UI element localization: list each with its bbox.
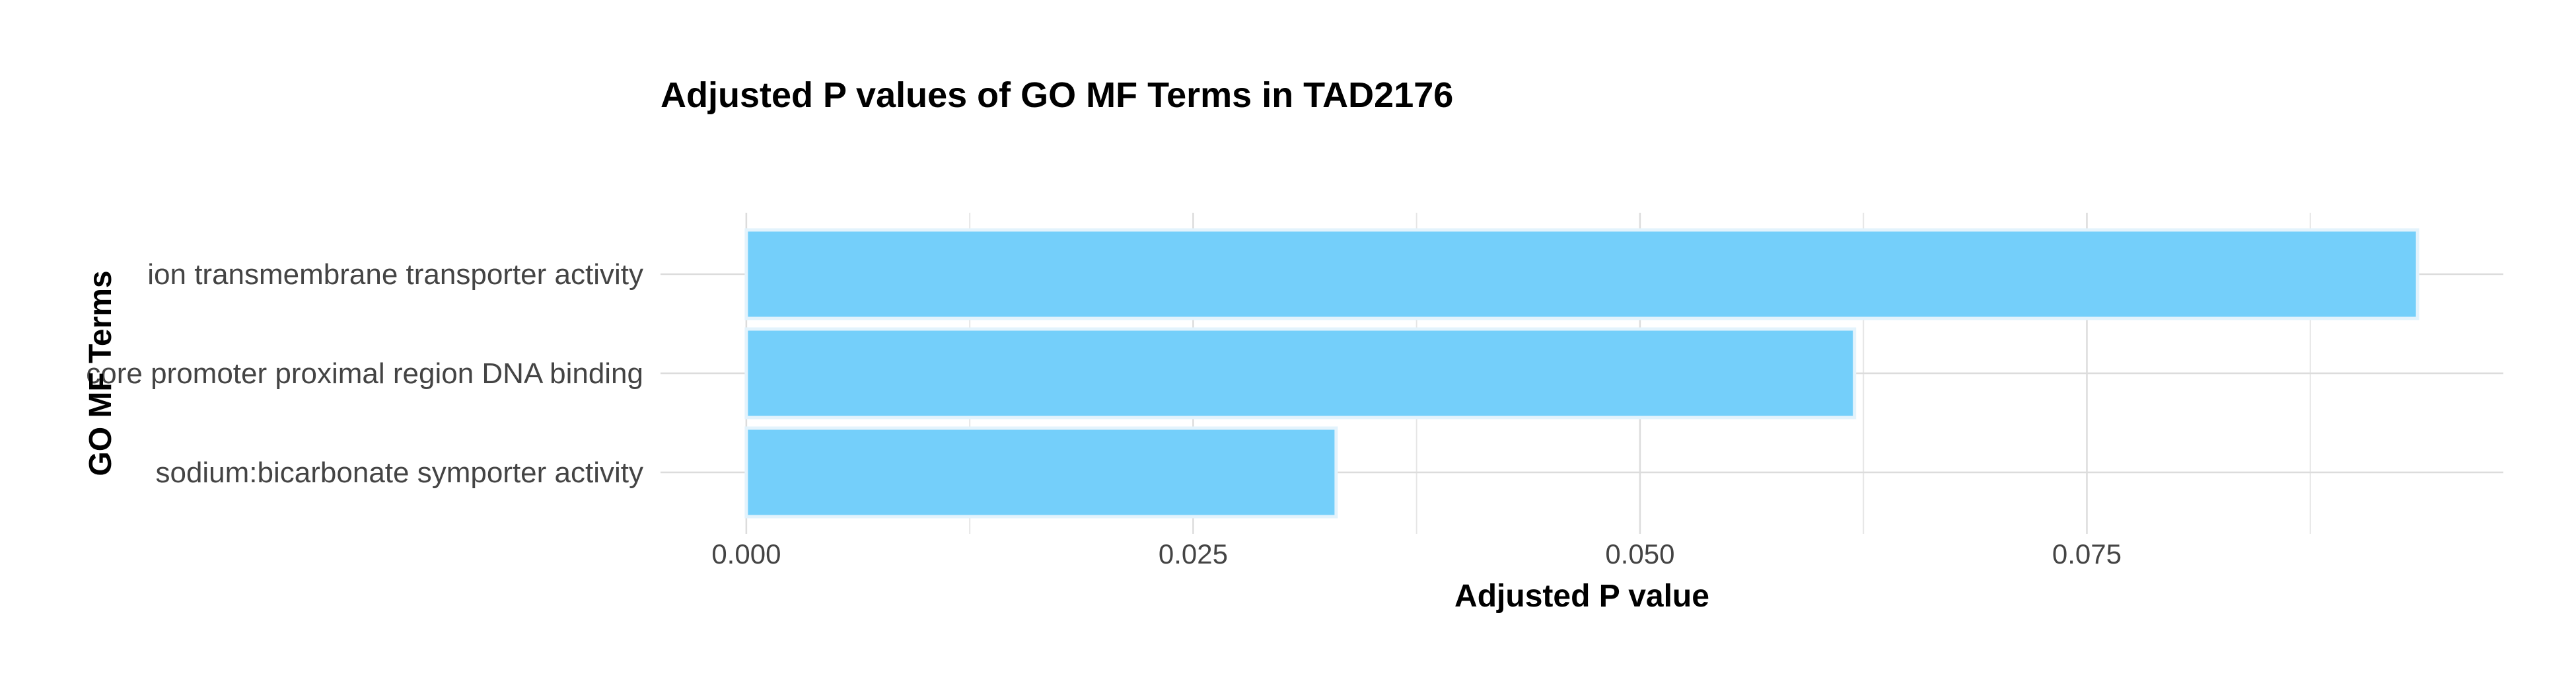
bar-1	[744, 327, 1857, 420]
x-axis-tick-labels: 0.000 0.025 0.050 0.075	[711, 538, 2122, 569]
x-tick-label-1: 0.025	[1159, 538, 1228, 569]
chart-title: Adjusted P values of GO MF Terms in TAD2…	[661, 75, 1453, 115]
x-axis-title: Adjusted P value	[1454, 579, 1709, 614]
y-axis-title: GO MF Terms	[83, 270, 118, 476]
y-tick-label-1: core promoter proximal region DNA bindin…	[86, 357, 643, 390]
y-tick-label-0: ion transmembrane transporter activity	[147, 258, 643, 291]
y-tick-label-2: sodium:bicarbonate symporter activity	[155, 457, 643, 489]
bar-0	[744, 228, 2419, 320]
bars	[744, 228, 2419, 519]
x-tick-label-0: 0.000	[711, 538, 781, 569]
x-tick-label-3: 0.075	[2052, 538, 2122, 569]
bar-2	[744, 426, 1338, 519]
y-axis-tick-labels: ion transmembrane transporter activity co…	[86, 258, 643, 489]
x-tick-label-2: 0.050	[1605, 538, 1674, 569]
